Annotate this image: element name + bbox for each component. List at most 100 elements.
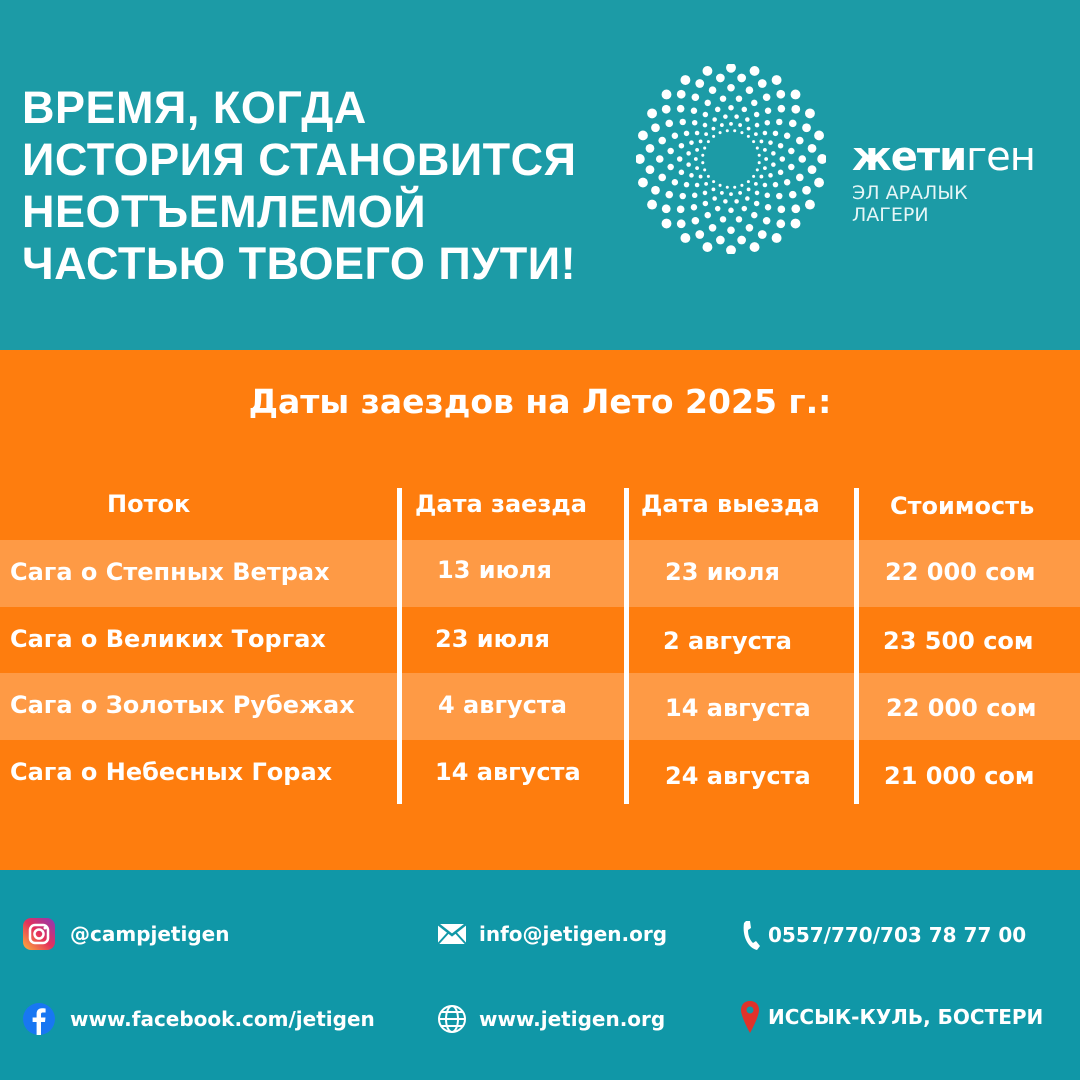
logo-dot [712,196,717,201]
logo-dot [695,166,699,171]
facebook-url: www.facebook.com/jetigen [70,1007,375,1031]
logo-dot [772,181,779,188]
logo-dot [751,211,758,219]
logo-dot [791,204,801,214]
logo-dot [708,223,717,232]
logo-dot [728,104,734,111]
logo-dot [683,181,690,188]
phone-icon [738,918,764,952]
logo-dot [753,200,760,207]
column-divider [624,488,629,804]
facebook-link[interactable]: www.facebook.com/jetigen [22,1002,375,1036]
logo-dot [777,104,786,113]
column-header: Стоимость [890,492,1035,520]
logo-dot [702,242,713,253]
logo-dot [807,143,817,153]
logo-dot [755,168,759,172]
logo-dot [746,134,750,138]
logo-dot [805,199,815,210]
logo-dot [788,190,797,199]
logo-dot [788,163,795,171]
logo-dot [728,207,734,214]
logo-dot [798,155,807,163]
logo-dot [771,233,782,243]
table-row: Сага о Степных Ветрах 13 июля 23 июля 22… [0,540,1080,607]
logo-dot [665,119,674,128]
logo-dot [691,192,698,199]
logo-dot [729,192,733,197]
instagram-handle: @campjetigen [70,922,230,946]
logo-dot [689,173,694,178]
logo-dot [762,93,771,102]
logo-dot [723,114,728,119]
logo-dot [711,187,716,192]
logo-dot [763,166,767,171]
logo-dot [683,130,690,137]
headline-line: ВРЕМЯ, КОГДА [22,82,367,133]
logo-dot [701,161,705,165]
logo-dot [676,89,686,99]
logo-dot [661,104,671,114]
headline-line: ЧАСТЬЮ ТВОЕГО ПУТИ! [22,238,577,289]
logo-dot [745,86,754,95]
cell-departure: 14 августа [665,694,811,722]
map-pin-icon [740,1000,760,1034]
headline-line: ИСТОРИЯ СТАНОВИТСЯ [22,134,577,185]
logo-dot [671,179,679,186]
logo-dot [712,117,717,122]
logo-dot [695,230,705,239]
logo-dot [667,163,674,171]
logo-dot [676,104,685,113]
logo-dot [680,233,691,243]
logo-dot [741,106,748,113]
logo-dot [712,134,716,138]
logo-dot [702,111,709,118]
logo-dot [691,119,698,126]
instagram-link[interactable]: @campjetigen [22,917,229,951]
logo-dot [694,182,700,188]
website-url: www.jetigen.org [479,1007,666,1031]
logo-dot [745,117,750,122]
logo-dot [651,123,660,133]
logo-dot [706,140,710,144]
cell-stream: Сага о Великих Торгах [10,625,326,653]
logo-dot [658,173,667,182]
brand-subtitle: ЭЛ АРАЛЫК ЛАГЕРИ [852,182,968,226]
logo-dot [714,205,721,212]
cell-stream: Сага о Золотых Рубежах [10,691,355,719]
logo-dot [777,205,786,214]
logo-dot [788,119,797,128]
logo-dot [729,121,733,126]
cell-price: 23 500 сом [883,627,1034,655]
logo-dot [698,139,703,144]
contacts-section: @campjetigen info@jetigen.org 0557/770/7… [0,870,1080,1080]
logo-dot [759,174,764,179]
logo-dot [768,173,773,178]
logo-dot [661,89,672,100]
phone-link[interactable]: 0557/770/703 78 77 00 [738,918,1026,952]
website-link[interactable]: www.jetigen.org [435,1002,665,1036]
logo-dot [718,183,722,187]
logo-dot [753,132,758,137]
cell-arrival: 4 августа [438,691,567,719]
logo-dot [708,86,717,95]
email-link[interactable]: info@jetigen.org [435,917,667,951]
logo-dot [680,75,691,85]
logo-dot [777,169,784,176]
logo-dot [805,108,815,119]
logo-dot [741,205,748,212]
headline-line: НЕОТЪЕМЛЕМОЙ [22,186,427,237]
column-divider [397,488,402,804]
logo-dot [737,235,747,245]
logo-dot [712,180,716,184]
header-section: ВРЕМЯ, КОГДА ИСТОРИЯ СТАНОВИТСЯ НЕОТЪЕМЛ… [0,0,1080,350]
logo-dot [726,64,736,73]
logo-dot [776,118,783,126]
logo-dot [676,156,683,162]
logo-dot [678,142,685,149]
location-link[interactable]: ИССЫК-КУЛЬ, БОСТЕРИ [740,1000,1043,1034]
brand-sub-line: ЭЛ АРАЛЫК [852,182,968,204]
facebook-icon [22,1002,56,1036]
brand-bold: жети [852,134,967,180]
logo-dot [771,151,776,156]
